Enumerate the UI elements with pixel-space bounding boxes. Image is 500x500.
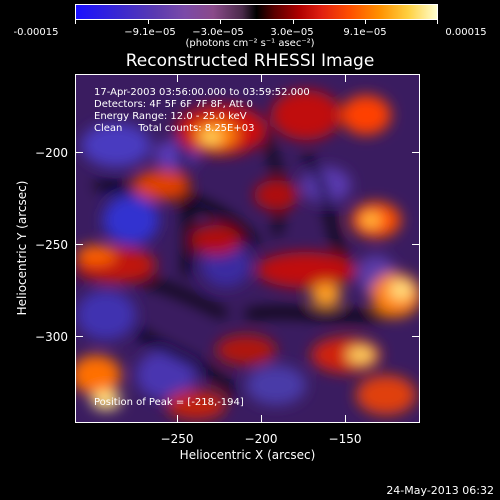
colorbar-tick-label: 0.00015 — [445, 27, 487, 38]
x-tick-label: −150 — [328, 432, 362, 446]
y-tick — [412, 336, 420, 337]
colorbar-tick-mark — [148, 20, 149, 24]
x-tick — [261, 74, 262, 82]
render-timestamp: 24-May-2013 06:32 — [386, 484, 494, 497]
y-tick — [75, 152, 83, 153]
info-peak: Position of Peak = [-218,-194] — [94, 397, 244, 408]
x-tick — [177, 74, 178, 82]
info-energy: Energy Range: 12.0 - 25.0 keV — [94, 111, 247, 122]
y-tick-label: −300 — [35, 330, 68, 344]
colorbar-tick-mark — [437, 20, 438, 24]
colorbar — [75, 4, 438, 20]
x-axis-label: Heliocentric X (arcsec) — [179, 448, 316, 462]
y-tick — [412, 244, 420, 245]
colorbar-tick-label: −3.0e−05 — [192, 27, 244, 38]
colorbar-tick-label: -0.00015 — [13, 27, 59, 38]
x-tick — [345, 74, 346, 82]
colorbar-tick-label: −9.1e−05 — [124, 27, 176, 38]
x-tick — [345, 415, 346, 423]
info-time-range: 17-Apr-2003 03:56:00.000 to 03:59:52.000 — [94, 87, 310, 98]
y-tick — [412, 152, 420, 153]
y-tick-label: −250 — [35, 238, 68, 252]
y-axis-label: Heliocentric Y (arcsec) — [15, 180, 29, 316]
colorbar-tick-mark — [75, 20, 76, 24]
y-tick — [75, 336, 83, 337]
colorbar-tick-mark — [293, 20, 294, 24]
colorbar-tick-label: 9.1e−05 — [343, 27, 387, 38]
y-tick — [75, 244, 83, 245]
info-clean: Clean Total counts: 8.25E+03 — [94, 123, 255, 134]
info-detectors: Detectors: 4F 5F 6F 7F 8F, Att 0 — [94, 99, 254, 110]
y-tick-label: −200 — [35, 146, 68, 160]
colorbar-tick-mark — [365, 20, 366, 24]
x-tick-label: −250 — [160, 432, 194, 446]
colorbar-tick-label: 3.0e−05 — [270, 27, 314, 38]
x-tick-label: −200 — [244, 432, 278, 446]
x-tick — [177, 415, 178, 423]
x-tick — [261, 415, 262, 423]
plot-title: Reconstructed RHESSI Image — [125, 51, 375, 71]
colorbar-tick-mark — [220, 20, 221, 24]
colorbar-units: (photons cm⁻² s⁻¹ asec⁻²) — [185, 38, 315, 49]
solar-image — [75, 74, 420, 423]
